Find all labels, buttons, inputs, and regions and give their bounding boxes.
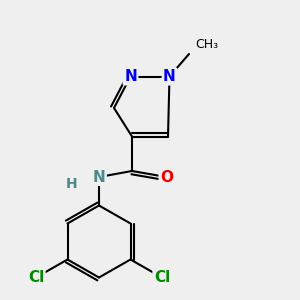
Text: N: N	[163, 69, 176, 84]
Text: Cl: Cl	[154, 270, 170, 285]
Text: N: N	[124, 69, 137, 84]
Text: H: H	[66, 178, 78, 191]
Text: O: O	[160, 169, 173, 184]
Text: Cl: Cl	[28, 270, 44, 285]
Text: CH₃: CH₃	[195, 38, 218, 51]
Text: N: N	[93, 169, 105, 184]
